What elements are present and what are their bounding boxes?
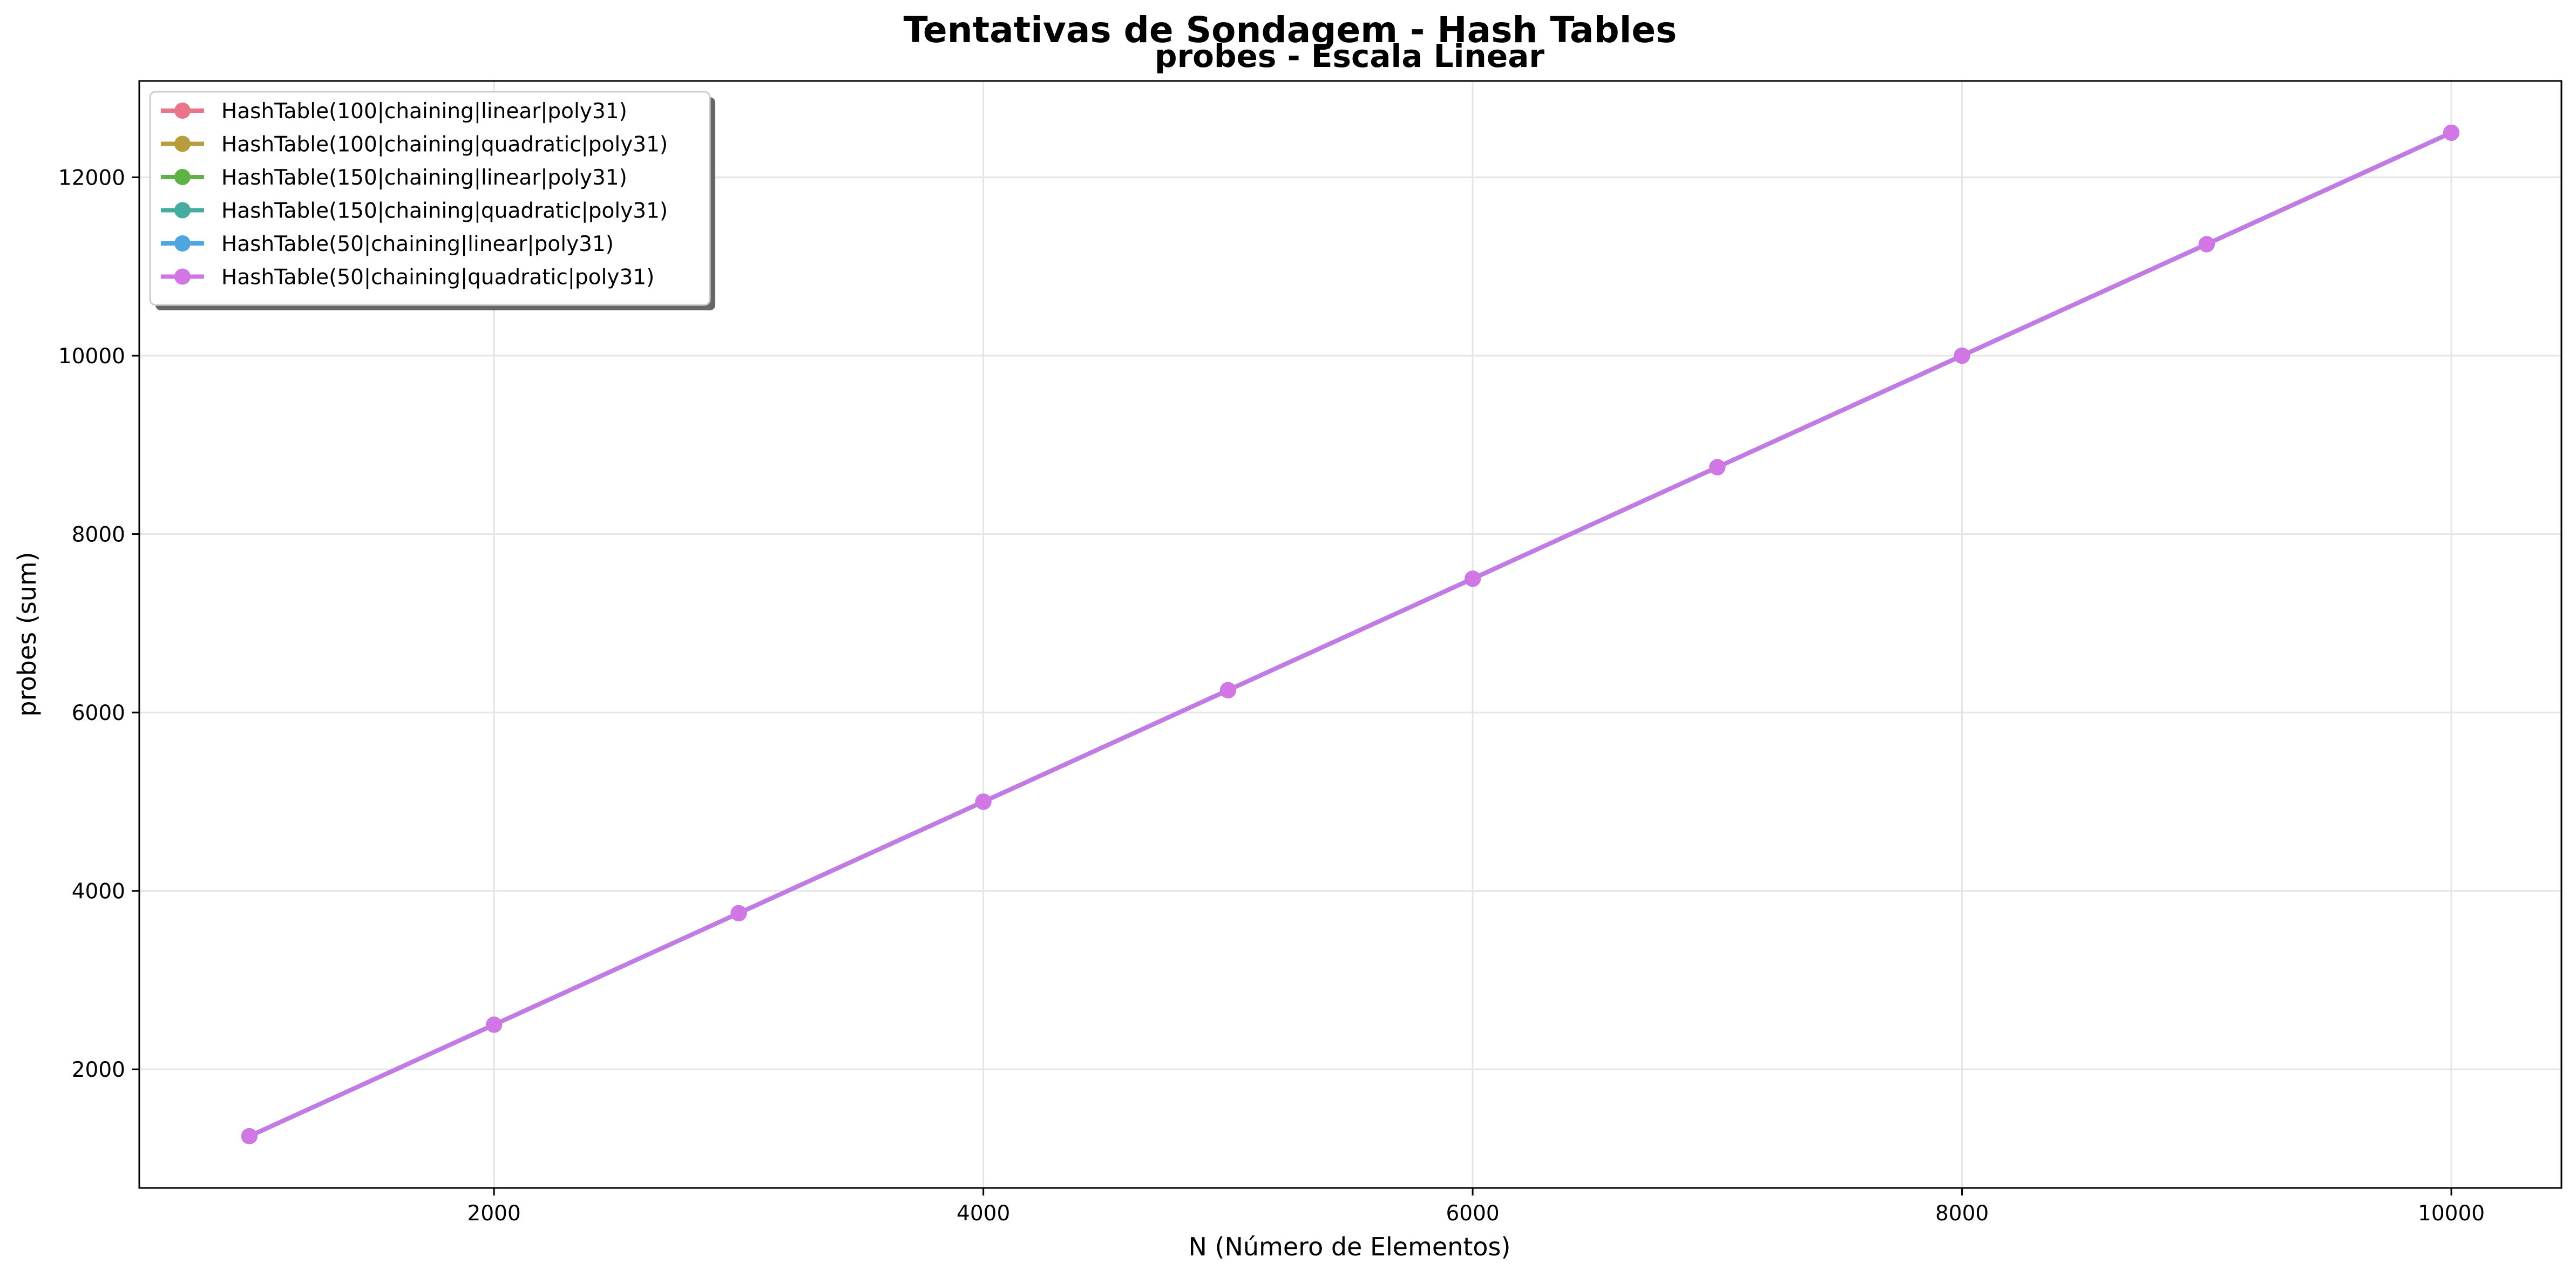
x-tick-label: 2000 — [467, 1201, 521, 1226]
legend-label: HashTable(100|chaining|quadratic|poly31) — [221, 133, 668, 157]
legend: HashTable(100|chaining|linear|poly31) Has… — [149, 91, 715, 310]
data-point — [1709, 459, 1726, 476]
series-6 — [241, 124, 2460, 1145]
series-line — [248, 131, 2452, 1138]
series-layer — [241, 124, 2460, 1145]
legend-item: HashTable(150|chaining|linear|poly31) — [161, 166, 627, 190]
legend-label: HashTable(100|chaining|linear|poly31) — [221, 99, 627, 124]
x-tick-label: 4000 — [957, 1201, 1010, 1226]
legend-item: HashTable(100|chaining|linear|poly31) — [161, 99, 627, 124]
legend-item: HashTable(50|chaining|linear|poly31) — [161, 232, 614, 256]
y-tick-label: 10000 — [58, 344, 125, 369]
data-point — [2443, 124, 2460, 141]
y-axis-label: probes (sum) — [12, 552, 42, 716]
legend-marker — [174, 135, 191, 152]
legend-label: HashTable(150|chaining|quadratic|poly31) — [221, 199, 668, 223]
data-point — [1954, 348, 1970, 364]
y-tick-label: 4000 — [72, 880, 125, 904]
grid — [139, 81, 2561, 1188]
y-tick-label: 12000 — [58, 166, 125, 190]
y-tick-label: 8000 — [72, 523, 125, 547]
chart-suptitle: Tentativas de Sondagem - Hash Tables — [904, 9, 1677, 51]
plot-frame — [138, 80, 2563, 1189]
y-tick-label: 2000 — [72, 1058, 125, 1082]
axis-ticks: 2000 4000 6000 8000 10000 2000 4000 6000 8000 100… — [58, 166, 2485, 1226]
legend-marker — [174, 103, 191, 119]
legend-marker — [174, 235, 191, 252]
data-point — [975, 793, 992, 810]
legend-label: HashTable(50|chaining|quadratic|poly31) — [221, 266, 654, 290]
data-point — [2198, 236, 2215, 253]
legend-marker — [174, 169, 191, 185]
chart-title: probes - Escala Linear — [1155, 38, 1544, 74]
legend-marker — [174, 202, 191, 219]
data-point — [1219, 682, 1236, 698]
legend-marker — [174, 268, 191, 285]
data-point — [1465, 570, 1481, 587]
data-point — [730, 905, 747, 921]
legend-label: HashTable(150|chaining|linear|poly31) — [221, 166, 627, 190]
x-tick-label: 8000 — [1935, 1201, 1989, 1226]
data-point — [241, 1128, 257, 1145]
legend-label: HashTable(50|chaining|linear|poly31) — [221, 232, 614, 256]
y-tick-label: 6000 — [72, 701, 125, 725]
legend-item: HashTable(150|chaining|quadratic|poly31) — [161, 199, 668, 223]
x-axis-label: N (Número de Elementos) — [1189, 1232, 1511, 1261]
x-tick-label: 6000 — [1446, 1201, 1499, 1226]
legend-item: HashTable(50|chaining|quadratic|poly31) — [161, 266, 654, 290]
legend-box — [149, 91, 711, 306]
legend-item: HashTable(100|chaining|quadratic|poly31) — [161, 133, 668, 157]
x-tick-label: 10000 — [2418, 1201, 2485, 1226]
data-point — [486, 1016, 503, 1033]
